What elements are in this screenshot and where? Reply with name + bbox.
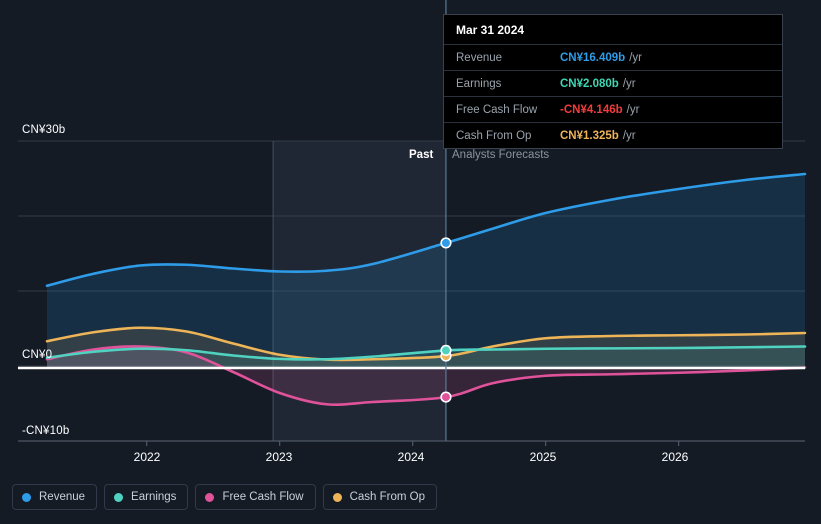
legend-dot-cash-from-op-icon <box>332 492 342 502</box>
tooltip-row-revenue: Revenue CN¥16.409b /yr <box>444 44 782 70</box>
series-free-cash-flow <box>45 345 807 406</box>
legend-item-earnings[interactable]: Earnings <box>104 484 189 510</box>
tooltip-unit-revenue: /yr <box>629 51 642 64</box>
tooltip-label-earnings: Earnings <box>456 77 502 90</box>
tooltip-unit-cash-from-op: /yr <box>622 129 636 142</box>
legend-item-revenue[interactable]: Revenue <box>12 484 98 510</box>
legend-label-cash-from-op: Cash From Op <box>349 491 426 503</box>
y-axis-label-bottom: -CN¥10b <box>22 425 70 437</box>
tooltip-label-free-cash-flow: Free Cash Flow <box>456 103 538 116</box>
tooltip-unit-free-cash-flow: /yr <box>626 103 640 116</box>
x-axis-tick-2024: 2024 <box>397 450 425 464</box>
tooltip-row-earnings: Earnings CN¥2.080b /yr <box>444 70 782 96</box>
tooltip-label-cash-from-op: Cash From Op <box>456 129 532 142</box>
tooltip-value-earnings: CN¥2.080b <box>560 77 619 90</box>
x-axis-tick-2023: 2023 <box>265 450 293 464</box>
tooltip-unit-earnings: /yr <box>622 77 636 90</box>
past-region-label: Past <box>409 149 434 161</box>
x-axis-tick-2022: 2022 <box>133 450 161 464</box>
legend-item-cash-from-op[interactable]: Cash From Op <box>322 484 438 510</box>
data-tooltip: Mar 31 2024 Revenue CN¥16.409b /yr Earni… <box>443 14 783 149</box>
legend-dot-revenue-icon <box>22 492 31 502</box>
tooltip-date: Mar 31 2024 <box>456 23 525 37</box>
tooltip-value-revenue: CN¥16.409b <box>560 51 626 64</box>
y-axis-label-top: CN¥30b <box>22 124 66 136</box>
forecast-region-label: Analysts Forecasts <box>452 149 550 161</box>
legend-label-revenue: Revenue <box>39 491 86 503</box>
tooltip-row-cash-from-op: Cash From Op CN¥1.325b /yr <box>444 122 782 148</box>
x-axis-tick-2026: 2026 <box>661 450 689 464</box>
legend-label-earnings: Earnings <box>131 491 177 503</box>
series-earnings <box>45 345 807 361</box>
tooltip-label-revenue: Revenue <box>456 51 503 64</box>
chart-legend: Revenue Earnings Free Cash Flow Cash Fro… <box>12 484 438 510</box>
legend-item-free-cash-flow[interactable]: Free Cash Flow <box>195 484 316 510</box>
tooltip-value-cash-from-op: CN¥1.325b <box>560 129 619 142</box>
tooltip-value-free-cash-flow: -CN¥4.146b <box>560 103 623 116</box>
legend-dot-free-cash-flow-icon <box>205 492 215 502</box>
series-cash-from-op <box>45 326 807 362</box>
series-revenue <box>45 172 807 288</box>
y-axis-label-zero: CN¥0 <box>22 349 53 361</box>
x-axis-tick-2025: 2025 <box>529 450 557 464</box>
legend-label-free-cash-flow: Free Cash Flow <box>222 491 304 503</box>
legend-dot-earnings-icon <box>114 492 124 502</box>
tooltip-row-free-cash-flow: Free Cash Flow -CN¥4.146b /yr <box>444 96 782 122</box>
